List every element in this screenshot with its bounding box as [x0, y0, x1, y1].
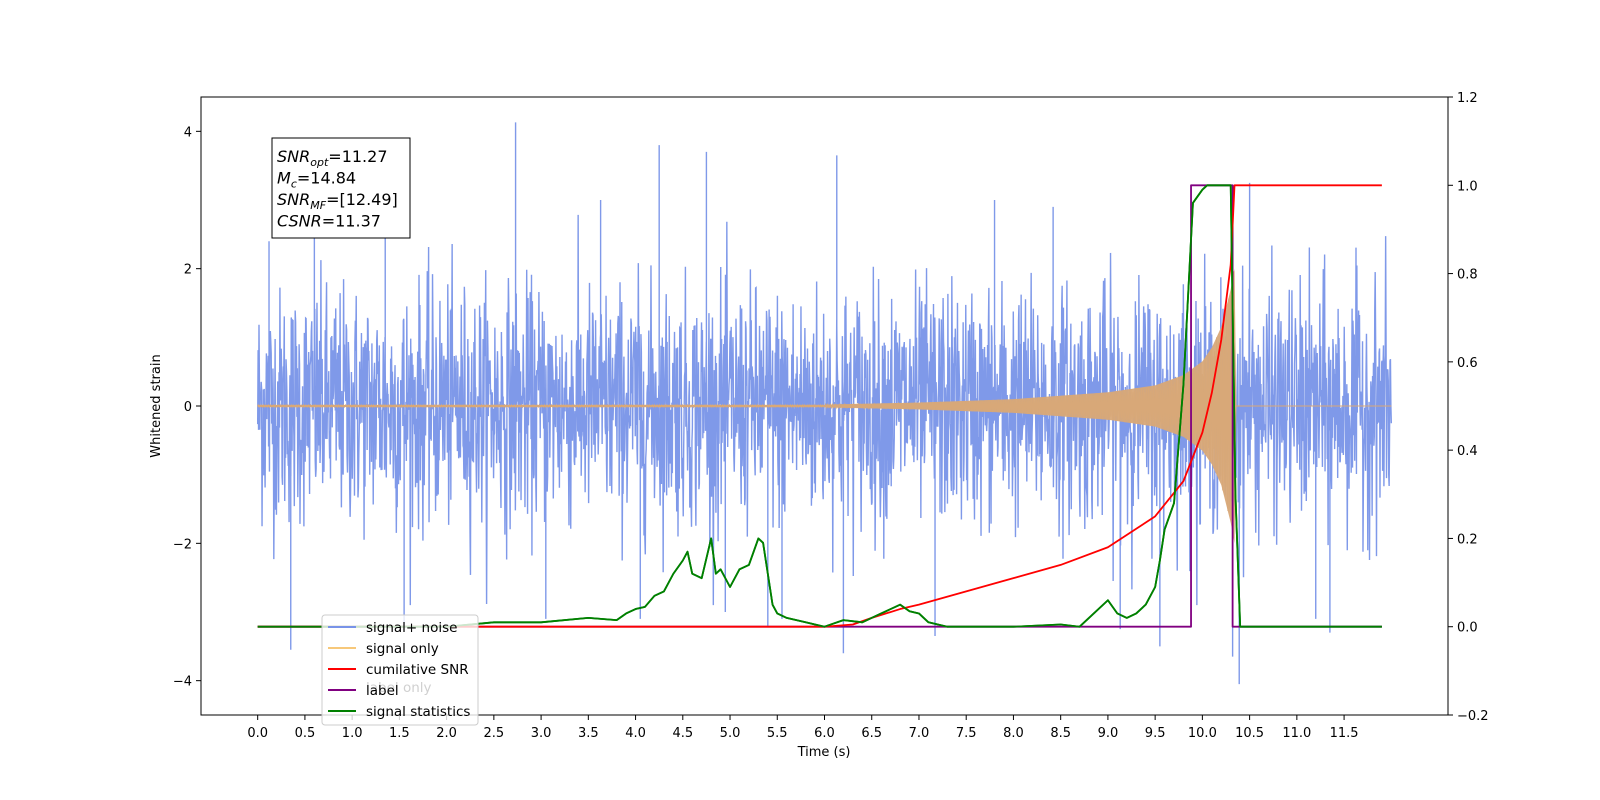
- y2-tick-label: 0.4: [1457, 444, 1478, 459]
- ticks-layer: 0.0 0.5 1.0 1.5 2.0 2.5 3.0 3.5 4.0 4.5 5.0 5.5 6.0 6…: [173, 91, 1489, 741]
- x-tick-label: 9.0: [1098, 726, 1119, 741]
- y2-tick-label: 1.2: [1457, 91, 1478, 106]
- x-tick-label: 11.0: [1282, 726, 1311, 741]
- y-tick-label: 2: [184, 263, 192, 278]
- x-tick-label: 5.5: [767, 726, 788, 741]
- x-tick-label: 2.5: [484, 726, 505, 741]
- x-tick-label: 3.5: [578, 726, 599, 741]
- x-tick-label: 3.0: [531, 726, 552, 741]
- annotation-line: SNRopt=11.27: [277, 147, 388, 169]
- annotation-line: CSNR=11.37: [277, 212, 381, 231]
- x-tick-label: 11.5: [1330, 726, 1359, 741]
- legend-label: signal only: [366, 641, 439, 657]
- legend-frame: [321, 614, 479, 726]
- y-tick-label: −2: [173, 537, 192, 552]
- legend-entry: signal+ noise: [328, 620, 457, 636]
- x-tick-label: 4.0: [625, 726, 646, 741]
- x-axis-label: Time (s): [797, 745, 851, 760]
- legend-label: signal+ noise: [366, 620, 457, 636]
- y-axis-label: Whitened strain: [149, 354, 164, 457]
- noise-line: [256, 122, 1393, 685]
- y2-tick-label: 0.0: [1457, 621, 1478, 636]
- y-tick-label: 0: [184, 400, 192, 415]
- x-tick-label: 5.0: [720, 726, 741, 741]
- annotation-line: Mc=14.84: [277, 169, 356, 191]
- annotation-frame: [271, 137, 411, 239]
- y2-tick-label: 0.8: [1457, 268, 1478, 283]
- y2-tick-label: 1.0: [1457, 179, 1478, 194]
- legend-label: cumilative SNR: [366, 662, 469, 678]
- x-tick-label: 2.0: [436, 726, 457, 741]
- chirp-line: [257, 271, 1392, 533]
- x-tick-label: 1.5: [389, 726, 410, 741]
- y2-tick-label: 0.2: [1457, 532, 1478, 547]
- y-tick-label: 4: [184, 125, 192, 140]
- x-tick-label: 9.5: [1145, 726, 1166, 741]
- x-tick-label: 8.5: [1050, 726, 1071, 741]
- legend-entry: signal statistics: [328, 704, 470, 720]
- y2-tick-label: 0.6: [1457, 356, 1478, 371]
- legend-label: signal statistics: [366, 704, 470, 720]
- y-tick-label: −4: [173, 675, 192, 690]
- series-cumulative-snr: [257, 184, 1382, 628]
- x-tick-label: 6.5: [861, 726, 882, 741]
- series-signal-statistics-overlay: [257, 184, 1382, 628]
- x-tick-label: 6.0: [814, 726, 835, 741]
- x-tick-label: 1.0: [342, 726, 363, 741]
- legend-entry: signal only: [328, 641, 439, 657]
- x-tick-label: 7.5: [956, 726, 977, 741]
- legend-entry: cumilative SNR: [328, 662, 469, 678]
- x-tick-label: 8.0: [1003, 726, 1024, 741]
- legend-ghost-entry: label only: [366, 680, 432, 696]
- y2-tick-label: −0.2: [1457, 709, 1489, 724]
- series-signal-only: [257, 268, 1392, 544]
- x-tick-label: 10.0: [1188, 726, 1217, 741]
- series-signal-plus-noise: [256, 122, 1393, 685]
- legend: label only signal+ noise signal only cumila…: [321, 614, 479, 726]
- x-tick-label: 0.5: [295, 726, 316, 741]
- legend-entry: label: [328, 683, 399, 699]
- legend-label: label: [366, 683, 399, 699]
- x-tick-label: 10.5: [1235, 726, 1264, 741]
- series-layer: [256, 122, 1393, 685]
- x-tick-label: 7.0: [909, 726, 930, 741]
- x-tick-label: 4.5: [672, 726, 693, 741]
- x-tick-label: 0.0: [247, 726, 268, 741]
- annotation-line: SNRMF=[12.49]: [277, 190, 398, 212]
- annotation-box: SNRopt=11.27Mc=14.84SNRMF=[12.49]CSNR=11…: [271, 137, 411, 239]
